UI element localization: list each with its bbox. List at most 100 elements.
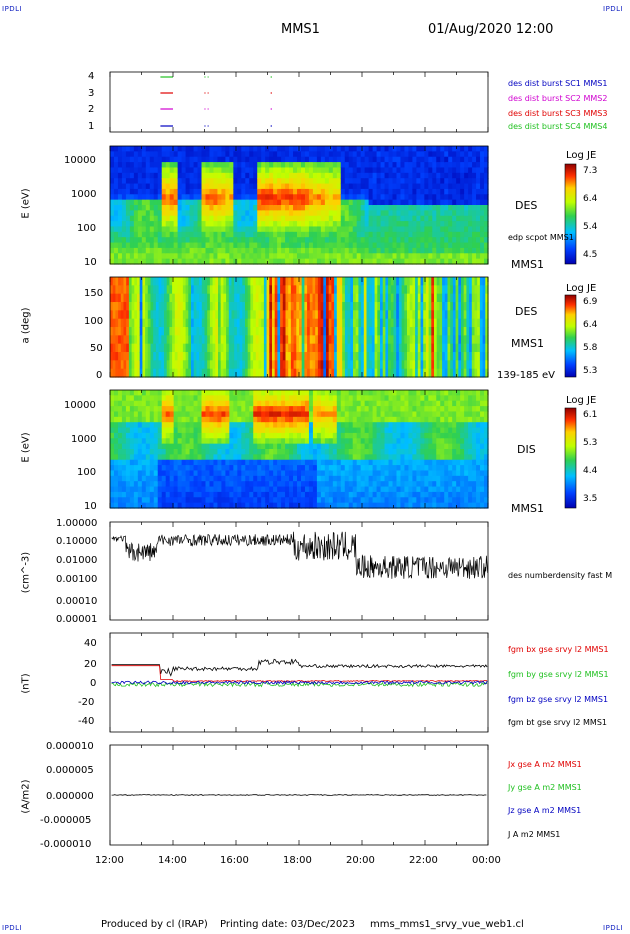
dis-energy-heatmap-cell (300, 422, 306, 429)
des-pitch-heatmap-cell (317, 285, 322, 295)
des-energy-heatmap-cell (480, 247, 485, 254)
des-pitch-heatmap-cell (353, 302, 357, 311)
des-energy-heatmap-cell (261, 242, 266, 249)
dis-energy-heatmap-cell (110, 465, 115, 472)
dis-energy-heatmap-cell (185, 502, 191, 509)
des-energy-heatmap-cell (233, 205, 238, 211)
des-energy-heatmap-cell (217, 253, 223, 260)
des-pitch-heatmap-cell (274, 277, 278, 286)
dis-energy-heatmap-cell (297, 486, 302, 493)
des-pitch-heatmap-cell (161, 335, 165, 345)
des-pitch-heatmap-cell (431, 327, 435, 336)
des-pitch-heatmap-cell (350, 293, 354, 303)
des-energy-heatmap-cell (336, 215, 342, 222)
des-energy-heatmap-cell (304, 247, 310, 254)
dis-energy-heatmap-cell (289, 427, 294, 434)
des-pitch-heatmap-cell (347, 343, 351, 353)
des-pitch-heatmap-cell (442, 352, 446, 361)
des-energy-heatmap-cell (456, 215, 461, 222)
des-energy-heatmap-cell (424, 172, 429, 179)
des-energy-heatmap-cell (193, 151, 199, 158)
des-energy-heatmap-cell (456, 146, 461, 152)
des-energy-heatmap-cell (177, 247, 183, 254)
dis-energy-heatmap-cell (277, 422, 282, 429)
dis-energy-heatmap-cell (213, 449, 219, 455)
des-energy-heatmap-cell (253, 221, 258, 228)
des-pitch-heatmap-cell (153, 335, 157, 345)
des-pitch-heatmap-cell (250, 335, 254, 345)
dis-energy-heatmap-cell (133, 411, 139, 418)
des-pitch-heatmap-cell (180, 335, 184, 345)
des-energy-heatmap-cell (404, 215, 410, 222)
dis-energy-heatmap-cell (217, 459, 223, 466)
des-pitch-heatmap-cell (485, 335, 489, 345)
dis-energy-heatmap-cell (217, 443, 223, 450)
dis-energy-heatmap-cell (149, 491, 155, 498)
des-pitch-heatmap-cell (307, 327, 311, 336)
dis-energy-heatmap-cell (177, 491, 183, 498)
des-energy-heatmap-cell (388, 215, 394, 222)
des-pitch-heatmap-cell (463, 318, 467, 328)
des-pitch-heatmap-cell (466, 285, 470, 295)
dis-energy-heatmap-cell (125, 443, 131, 450)
dis-energy-heatmap-cell (129, 411, 135, 418)
des-pitch-heatmap-cell (393, 293, 397, 303)
dis-energy-heatmap-cell (141, 422, 147, 429)
des-energy-heatmap-cell (145, 151, 151, 158)
des-pitch-heatmap-cell (323, 285, 327, 295)
des-pitch-heatmap-cell (258, 277, 262, 286)
des-energy-heatmap-cell (368, 242, 374, 249)
dis-energy-heatmap-cell (225, 454, 230, 461)
des-energy-heatmap-cell (209, 247, 215, 254)
des-pitch-heatmap-cell (177, 335, 181, 345)
dis-energy-heatmap-cell (265, 400, 270, 407)
des-pitch-heatmap-cell (388, 360, 392, 370)
dis-energy-heatmap-cell (165, 481, 171, 488)
des-pitch-heatmap-cell (137, 302, 141, 311)
dis-energy-heatmap-cell (308, 470, 314, 477)
des-pitch-heatmap-cell (336, 277, 341, 286)
des-pitch-heatmap-cell (231, 293, 235, 303)
des-energy-heatmap-cell (297, 172, 302, 179)
dis-energy-heatmap-cell (129, 390, 135, 396)
des-pitch-heatmap-cell (142, 293, 146, 303)
des-energy-heatmap-cell (484, 172, 489, 179)
dis-energy-heatmap-cell (145, 427, 151, 434)
des-energy-heatmap-cell (213, 162, 219, 169)
dis-energy-heatmap-cell (113, 454, 119, 461)
des-energy-heatmap-cell (217, 242, 223, 249)
des-energy-heatmap-cell (336, 183, 342, 190)
dis-energy-heatmap-cell (261, 449, 266, 455)
des-pitch-heatmap-cell (366, 335, 370, 345)
des-energy-heatmap-cell (428, 178, 433, 185)
des-energy-heatmap-cell (141, 167, 147, 174)
des-pitch-heatmap-cell (255, 352, 260, 361)
dis-energy-heatmap-cell (285, 497, 290, 504)
des-energy-heatmap-cell (253, 183, 258, 190)
dis-energy-heatmap-cell (181, 438, 187, 445)
dis-energy-heatmap-cell (261, 475, 266, 482)
des-energy-heatmap-cell (201, 215, 207, 222)
dis-energy-heatmap-cell (169, 416, 175, 423)
des-energy-heatmap-cell (110, 183, 115, 190)
dis-energy-heatmap-cell (245, 416, 250, 423)
des-energy-heatmap-cell (293, 167, 298, 174)
des-energy-heatmap-cell (209, 188, 215, 195)
des-pitch-heatmap-cell (161, 343, 165, 353)
des-pitch-heatmap-cell (442, 368, 446, 378)
des-energy-heatmap-cell (416, 178, 421, 185)
des-pitch-heatmap-cell (366, 343, 370, 353)
des-pitch-heatmap-cell (131, 302, 135, 311)
des-energy-heatmap-cell (424, 242, 429, 249)
des-pitch-heatmap-cell (363, 310, 368, 320)
dis-energy-heatmap-cell (241, 422, 246, 429)
des-pitch-heatmap-cell (177, 285, 181, 295)
des-pitch-heatmap-cell (123, 360, 127, 370)
des-energy-heatmap-cell (420, 210, 425, 217)
des-energy-heatmap-cell (392, 199, 398, 206)
des-energy-heatmap-cell (352, 237, 358, 244)
des-energy-heatmap-cell (165, 205, 171, 211)
dis-energy-heatmap-cell (149, 443, 155, 450)
des-pitch-heatmap-cell (320, 293, 324, 303)
des-pitch-heatmap-cell (371, 360, 376, 370)
